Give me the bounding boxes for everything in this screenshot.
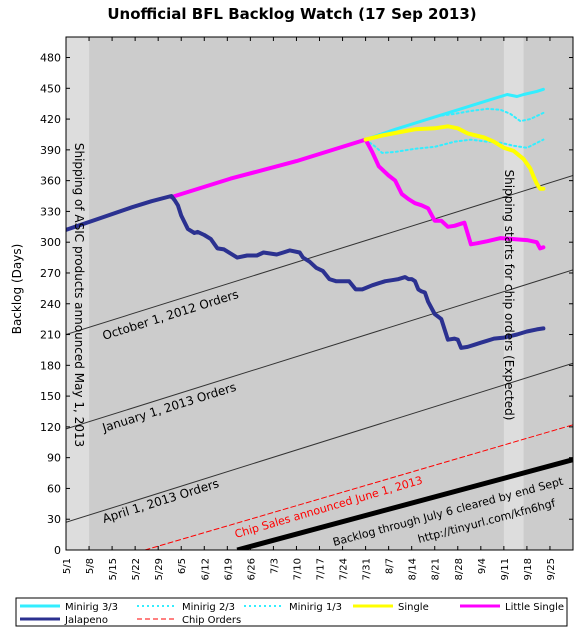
y-tick-label: 180 <box>40 359 61 372</box>
x-tick-label: 7/17 <box>316 558 327 580</box>
chart-title: Unofficial BFL Backlog Watch (17 Sep 201… <box>107 5 476 23</box>
y-tick-label: 480 <box>40 52 61 65</box>
y-axis-label: Backlog (Days) <box>10 244 24 335</box>
series-line-little-single <box>169 137 546 251</box>
legend-label: Minirig 3/3 <box>65 602 118 613</box>
reference-line-3 <box>236 457 573 550</box>
y-tick-label: 210 <box>40 329 61 342</box>
series-line-jalapeno <box>66 194 546 350</box>
reference-line-2 <box>66 362 573 523</box>
x-tick-label: 5/22 <box>131 558 142 580</box>
legend-label: Little Single <box>505 602 564 613</box>
chip-shipping-annotation: Shipping starts for chip orders (Expecte… <box>502 170 516 421</box>
y-tick-label: 0 <box>54 544 61 557</box>
x-tick-label: 7/24 <box>339 558 350 580</box>
shaded-band-2 <box>503 37 524 550</box>
reference-line-1 <box>66 269 573 430</box>
series-line-minirig-1-3 <box>364 138 545 154</box>
x-tick-label: 9/25 <box>546 558 557 580</box>
legend-label: Single <box>398 602 429 613</box>
y-tick-label: 360 <box>40 175 61 188</box>
legend-box <box>15 597 568 627</box>
shaded-bands <box>66 37 573 550</box>
series-line-minirig-3-3 <box>364 87 545 142</box>
x-tick-label: 6/26 <box>246 558 257 580</box>
series-lines <box>66 87 573 550</box>
x-tick-label: 8/28 <box>454 558 465 580</box>
x-tick-label: 6/12 <box>200 558 211 580</box>
x-tick-label: 7/3 <box>269 558 280 574</box>
x-tick-label: 8/7 <box>385 558 396 574</box>
x-tick-label: 9/11 <box>500 558 511 580</box>
y-tick-label: 150 <box>40 390 61 403</box>
x-tick-label: 5/15 <box>108 558 119 580</box>
x-tick-label: 7/31 <box>362 558 373 580</box>
x-tick-label: 8/21 <box>431 558 442 580</box>
shaded-band-1 <box>89 37 573 550</box>
x-tick-label: 7/10 <box>293 558 304 580</box>
y-tick-label: 330 <box>40 205 61 218</box>
reference-lines <box>66 175 573 550</box>
legend: Minirig 3/3 Minirig 2/3 Minirig 1/3 Single L… <box>15 597 568 627</box>
legend-label: Minirig 1/3 <box>289 602 342 613</box>
y-tick-label: 30 <box>47 513 61 526</box>
y-tick-label: 300 <box>40 236 61 249</box>
legend-label: Jalapeno <box>64 615 108 626</box>
y-tick-label: 390 <box>40 144 61 157</box>
y-tick-label: 90 <box>47 452 61 465</box>
y-tick-label: 270 <box>40 267 61 280</box>
y-tick-label: 60 <box>47 482 61 495</box>
x-tick-label: 9/4 <box>477 558 488 574</box>
legend-label: Chip Orders <box>182 615 241 626</box>
x-tick-label: 5/1 <box>62 558 73 574</box>
x-tick-label: 8/14 <box>408 558 419 580</box>
x-tick-label: 5/8 <box>85 558 96 574</box>
shaded-band-0 <box>66 37 90 550</box>
y-tick-label: 450 <box>40 82 61 95</box>
x-tick-label: 6/19 <box>223 558 234 580</box>
y-tick-label: 240 <box>40 298 61 311</box>
x-tick-label: 9/18 <box>523 558 534 580</box>
asic-shipping-annotation: Shipping of ASIC products announced May … <box>72 143 86 447</box>
reference-line-0 <box>66 175 573 336</box>
legend-label: Minirig 2/3 <box>182 602 235 613</box>
series-line-chip-orders <box>144 424 573 550</box>
series-line-single <box>363 124 546 191</box>
x-tick-label: 6/5 <box>177 558 188 574</box>
y-tick-label: 420 <box>40 113 61 126</box>
axes: 0 30 60 90 120 150 180 210 240 270 300 330 360 390 420… <box>40 36 574 580</box>
x-tick-label: 5/29 <box>154 558 165 580</box>
y-tick-label: 120 <box>40 421 61 434</box>
